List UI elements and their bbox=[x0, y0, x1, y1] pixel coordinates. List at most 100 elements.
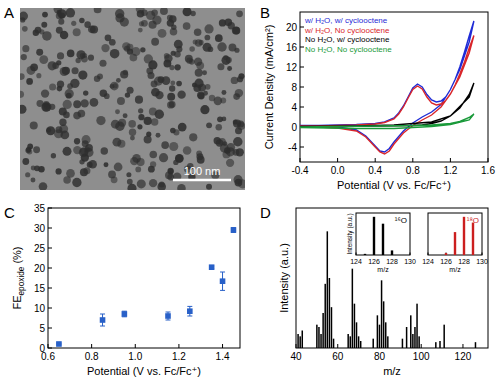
particle bbox=[34, 165, 40, 171]
particle bbox=[101, 147, 108, 154]
particle bbox=[67, 50, 75, 58]
particle bbox=[101, 44, 109, 52]
particle bbox=[55, 168, 61, 174]
y-axis-label: FEepoxide(%) bbox=[11, 246, 26, 309]
particle bbox=[73, 146, 81, 154]
particle bbox=[99, 60, 106, 67]
y-tick-label: 8 bbox=[291, 82, 297, 93]
x-tick-label: 130 bbox=[476, 258, 488, 265]
particle bbox=[195, 69, 203, 77]
particle bbox=[217, 116, 223, 122]
particle bbox=[72, 178, 81, 187]
particle bbox=[186, 58, 192, 64]
marker bbox=[122, 311, 128, 317]
particle bbox=[115, 9, 124, 18]
y-tick bbox=[48, 268, 52, 269]
particle bbox=[227, 66, 232, 71]
plot-area bbox=[300, 21, 474, 154]
particle bbox=[25, 172, 30, 177]
peak bbox=[402, 339, 404, 348]
particle bbox=[215, 124, 222, 131]
y-tick-label: 35 bbox=[34, 203, 46, 214]
y-tick bbox=[300, 27, 304, 28]
marker bbox=[165, 313, 171, 319]
peak bbox=[299, 336, 301, 348]
particle bbox=[123, 70, 128, 75]
particle bbox=[173, 129, 179, 135]
particle bbox=[88, 160, 97, 169]
inset-title: ¹⁶O bbox=[395, 216, 407, 225]
y-tick bbox=[48, 348, 52, 349]
cv-curve bbox=[300, 36, 474, 155]
error-bar bbox=[122, 311, 127, 317]
peak bbox=[372, 339, 374, 348]
x-tick bbox=[222, 344, 223, 348]
particle bbox=[205, 84, 211, 90]
particle bbox=[155, 110, 164, 119]
x-tick bbox=[428, 253, 429, 256]
peak bbox=[318, 327, 320, 348]
peak bbox=[360, 341, 362, 348]
inset-background bbox=[428, 213, 482, 255]
y-tick-label: 30 bbox=[34, 223, 46, 234]
particle bbox=[42, 12, 48, 18]
particle bbox=[176, 81, 182, 87]
particle bbox=[57, 52, 64, 59]
particle bbox=[206, 184, 212, 190]
particle bbox=[76, 58, 81, 63]
x-tick bbox=[462, 344, 463, 348]
panel-label: C bbox=[4, 204, 15, 221]
error-cap bbox=[220, 272, 225, 273]
peak bbox=[454, 232, 456, 255]
peak bbox=[391, 250, 393, 255]
particle bbox=[110, 49, 120, 59]
peak bbox=[475, 342, 477, 348]
particle bbox=[183, 22, 191, 30]
particle bbox=[42, 102, 51, 111]
x-tick bbox=[375, 158, 376, 162]
particle bbox=[126, 44, 133, 51]
peak bbox=[316, 325, 318, 348]
x-tick-label: 80 bbox=[374, 351, 386, 362]
peak bbox=[356, 322, 358, 348]
y-tick bbox=[300, 67, 304, 68]
particle bbox=[193, 39, 198, 44]
particle bbox=[221, 56, 230, 65]
cv-curve bbox=[300, 114, 474, 129]
peak bbox=[439, 341, 441, 348]
y-tick bbox=[48, 248, 52, 249]
particle bbox=[151, 88, 160, 97]
marker bbox=[100, 317, 106, 323]
y-tick bbox=[48, 328, 52, 329]
error-cap bbox=[166, 312, 171, 313]
peak bbox=[383, 301, 385, 348]
particle bbox=[84, 147, 89, 152]
y-tick-label: 25 bbox=[34, 243, 46, 254]
marker bbox=[56, 341, 62, 347]
particle bbox=[138, 114, 144, 120]
y-tick-label: 20 bbox=[286, 22, 298, 33]
particle bbox=[183, 146, 192, 155]
frame bbox=[356, 213, 410, 255]
y-tick-label: 0 bbox=[291, 122, 297, 133]
particle bbox=[171, 25, 176, 30]
peak bbox=[412, 334, 414, 348]
x-axis-label: Potential (V vs. Fc/Fc⁺) bbox=[87, 365, 201, 377]
x-tick bbox=[91, 344, 92, 348]
x-axis-label: m/z bbox=[449, 266, 461, 273]
particle bbox=[120, 70, 128, 78]
particle bbox=[123, 113, 128, 118]
particle bbox=[27, 66, 36, 75]
particle bbox=[149, 179, 157, 187]
particle bbox=[151, 118, 158, 125]
particle bbox=[71, 21, 76, 26]
particle bbox=[56, 27, 63, 34]
particle bbox=[41, 89, 49, 97]
particle bbox=[226, 159, 234, 167]
x-tick-label: 1.4 bbox=[216, 351, 230, 362]
x-tick-label: 128 bbox=[386, 258, 398, 265]
particle bbox=[158, 29, 167, 38]
particle bbox=[137, 179, 146, 188]
particle bbox=[51, 153, 56, 158]
particle bbox=[27, 149, 33, 155]
